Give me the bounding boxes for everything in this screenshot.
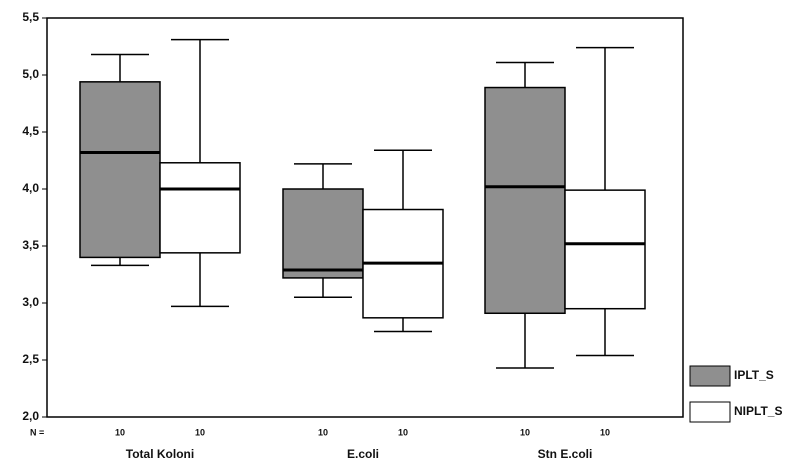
y-tick-label: 2,0 bbox=[22, 409, 39, 423]
legend-swatch bbox=[690, 366, 730, 386]
y-tick-label: 3,0 bbox=[22, 295, 39, 309]
n-value: 10 bbox=[115, 427, 125, 437]
legend-swatch bbox=[690, 402, 730, 422]
y-tick-label: 4,0 bbox=[22, 181, 39, 195]
x-tick-label: Total Koloni bbox=[126, 447, 194, 461]
y-tick-label: 4,5 bbox=[22, 124, 39, 138]
x-tick-label: E.coli bbox=[347, 447, 379, 461]
n-value: 10 bbox=[600, 427, 610, 437]
n-value: 10 bbox=[318, 427, 328, 437]
box bbox=[80, 82, 160, 258]
n-value: 10 bbox=[195, 427, 205, 437]
y-tick-label: 3,5 bbox=[22, 238, 39, 252]
x-tick-label: Stn E.coli bbox=[538, 447, 593, 461]
n-label: N = bbox=[30, 427, 44, 437]
y-tick-label: 5,5 bbox=[22, 10, 39, 24]
box bbox=[283, 189, 363, 278]
box bbox=[160, 163, 240, 253]
legend-label: NIPLT_S bbox=[734, 404, 782, 418]
n-value: 10 bbox=[520, 427, 530, 437]
y-tick-label: 5,0 bbox=[22, 67, 39, 81]
box bbox=[565, 190, 645, 309]
box bbox=[485, 88, 565, 314]
chart: 2,02,53,03,54,04,55,05,5N =Total Koloni1… bbox=[0, 0, 793, 467]
n-value: 10 bbox=[398, 427, 408, 437]
legend-label: IPLT_S bbox=[734, 368, 774, 382]
y-tick-label: 2,5 bbox=[22, 352, 39, 366]
